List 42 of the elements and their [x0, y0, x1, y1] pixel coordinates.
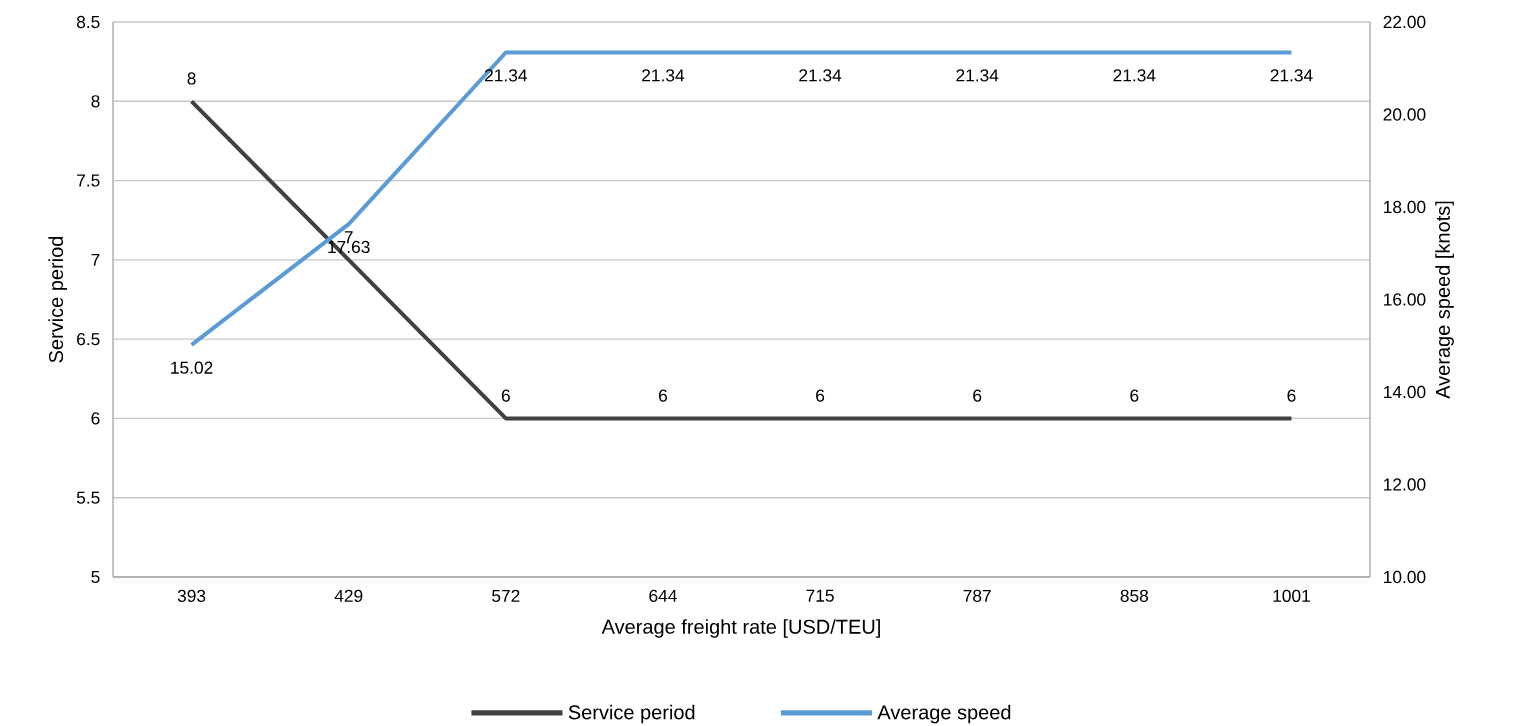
data-label: 21.34 [1113, 69, 1156, 82]
y-tick-label: 6.5 [77, 333, 100, 346]
y2-tick-label: 16.00 [1384, 293, 1426, 306]
y2-tick-label: 22.00 [1383, 15, 1426, 29]
y-tick-label: 7.5 [77, 174, 100, 187]
x-axis-title: Average freight rate [USD/TEU] [601, 619, 880, 638]
data-label: 15.02 [171, 361, 213, 374]
x-tick-label: 715 [806, 589, 834, 602]
y-tick-label: 8.5 [76, 15, 100, 29]
x-tick-label: 429 [334, 589, 363, 602]
data-label: 6 [973, 389, 982, 402]
y2-tick-label: 20.00 [1383, 108, 1426, 121]
data-label: 6 [816, 389, 825, 402]
data-label: 6 [659, 389, 668, 402]
y2-tick-label: 18.00 [1384, 200, 1426, 214]
y-tick-label: 5.5 [76, 491, 100, 504]
data-label: 6 [1287, 389, 1296, 402]
y-axis-title: Service period [48, 236, 68, 363]
data-label: 6 [1130, 389, 1139, 402]
data-label: 21.34 [799, 69, 842, 82]
y-tick-label: 7 [91, 253, 100, 266]
data-label: 21.34 [956, 69, 999, 82]
data-label: 8 [187, 72, 196, 85]
y2-tick-label: 14.00 [1384, 385, 1426, 399]
y-tick-label: 8 [91, 95, 100, 108]
data-label: 6 [501, 389, 510, 402]
data-label: 21.34 [642, 69, 685, 82]
x-tick-label: 572 [492, 589, 520, 602]
y-tick-label: 5 [91, 570, 100, 584]
legend-label: Service period [568, 704, 695, 724]
x-tick-label: 787 [963, 589, 991, 602]
data-label: 21.34 [485, 69, 527, 82]
x-tick-label: 1001 [1273, 589, 1310, 602]
legend-label: Average speed [877, 704, 1011, 724]
x-tick-label: 393 [177, 589, 206, 602]
x-tick-label: 858 [1120, 589, 1149, 602]
y2-axis-title: Average speed [knots] [1435, 201, 1454, 399]
y2-tick-label: 10.00 [1384, 570, 1426, 584]
x-tick-label: 644 [649, 589, 677, 602]
y2-tick-label: 12.00 [1384, 478, 1426, 491]
y-tick-label: 6 [91, 412, 100, 425]
data-label: 21.34 [1270, 69, 1313, 82]
